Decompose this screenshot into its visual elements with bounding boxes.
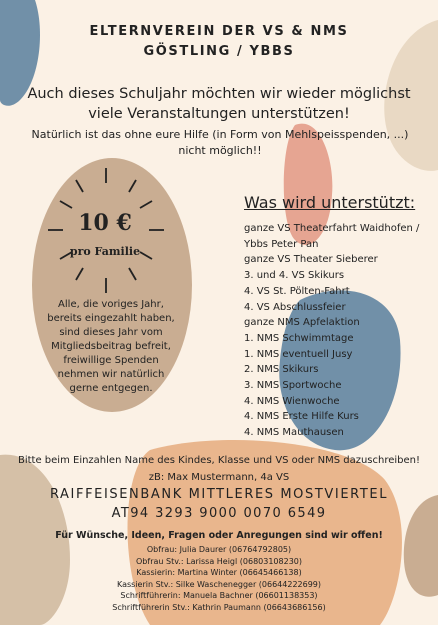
contact: Obfrau: Julia Daurer (06764792805) bbox=[146, 545, 292, 554]
support-item: 2. NMS Skikurs bbox=[244, 364, 319, 376]
title-line: ELTERNVEREIN DER VS & NMS bbox=[89, 24, 349, 39]
contact-list: Obfrau: Julia Daurer (06764792805) Obfrau… bbox=[0, 544, 438, 613]
contact-call: Für Wünsche, Ideen, Fragen oder Anregung… bbox=[55, 530, 383, 541]
support-item: ganze VS Theaterfahrt Waidhofen / Ybbs P… bbox=[244, 223, 420, 250]
support-item: ganze VS Theater Sieberer bbox=[244, 254, 378, 266]
price-unit: pro Familie bbox=[69, 245, 141, 258]
title-line: GÖSTLING / YBBS bbox=[143, 44, 295, 59]
badge-text: Alle, die voriges Jahr, bereits eingezah… bbox=[47, 299, 175, 394]
contact: Schriftführerin: Manuela Bachner (066011… bbox=[120, 591, 318, 600]
contact: Kassierin Stv.: Silke Waschenegger (0664… bbox=[116, 579, 322, 589]
support-item: 3. NMS Sportwoche bbox=[244, 380, 342, 392]
support-item: 4. NMS Erste Hilfe Kurs bbox=[244, 411, 359, 423]
contact: Schriftführerin Stv.: Kathrin Paumann (0… bbox=[112, 602, 326, 612]
badge-shape bbox=[32, 158, 192, 412]
support-item: 4. NMS Mauthausen bbox=[244, 427, 344, 439]
blob bbox=[0, 0, 40, 106]
blob bbox=[403, 495, 438, 597]
support-item: 1. NMS Schwimmtage bbox=[244, 332, 354, 344]
title: ELTERNVEREIN DER VS & NMS GÖSTLING / YBBS bbox=[0, 22, 438, 62]
support-item: 4. VS Abschlussfeier bbox=[244, 301, 346, 313]
contact: Obfrau Stv.: Larissa Heigl (06803108230) bbox=[136, 556, 302, 566]
blob bbox=[384, 20, 438, 171]
support-item: 1. NMS eventuell Jusy bbox=[244, 348, 353, 360]
note: Natürlich ist das ohne eure Hilfe (in Fo… bbox=[31, 128, 409, 157]
support-list: ganze VS Theaterfahrt Waidhofen / Ybbs P… bbox=[244, 221, 429, 441]
blob bbox=[0, 454, 70, 625]
support-heading: Was wird unterstützt: bbox=[244, 193, 416, 212]
clock-ticks bbox=[48, 168, 164, 293]
example: zB: Max Mustermann, 4a VS bbox=[148, 472, 290, 483]
intro: Auch dieses Schuljahr möchten wir wieder… bbox=[27, 86, 411, 122]
blob bbox=[283, 123, 333, 245]
price: 10 € bbox=[78, 210, 132, 236]
support-item: ganze NMS Apfelaktion bbox=[244, 317, 360, 329]
support-item: 4. VS St. Pölten-Fahrt bbox=[244, 285, 350, 297]
instruction: Bitte beim Einzahlen Name des Kindes, Kl… bbox=[17, 455, 421, 466]
blob bbox=[279, 290, 401, 451]
iban: AT94 3293 9000 0070 6549 bbox=[111, 506, 327, 521]
bank: RAIFFEISENBANK MITTLERES MOSTVIERTEL bbox=[49, 487, 389, 502]
support-item: 4. NMS Wienwoche bbox=[244, 395, 340, 407]
support-item: 3. und 4. VS Skikurs bbox=[244, 270, 345, 282]
contact: Kassierin: Martina Winter (06645466138) bbox=[136, 568, 302, 577]
blob bbox=[127, 440, 402, 625]
